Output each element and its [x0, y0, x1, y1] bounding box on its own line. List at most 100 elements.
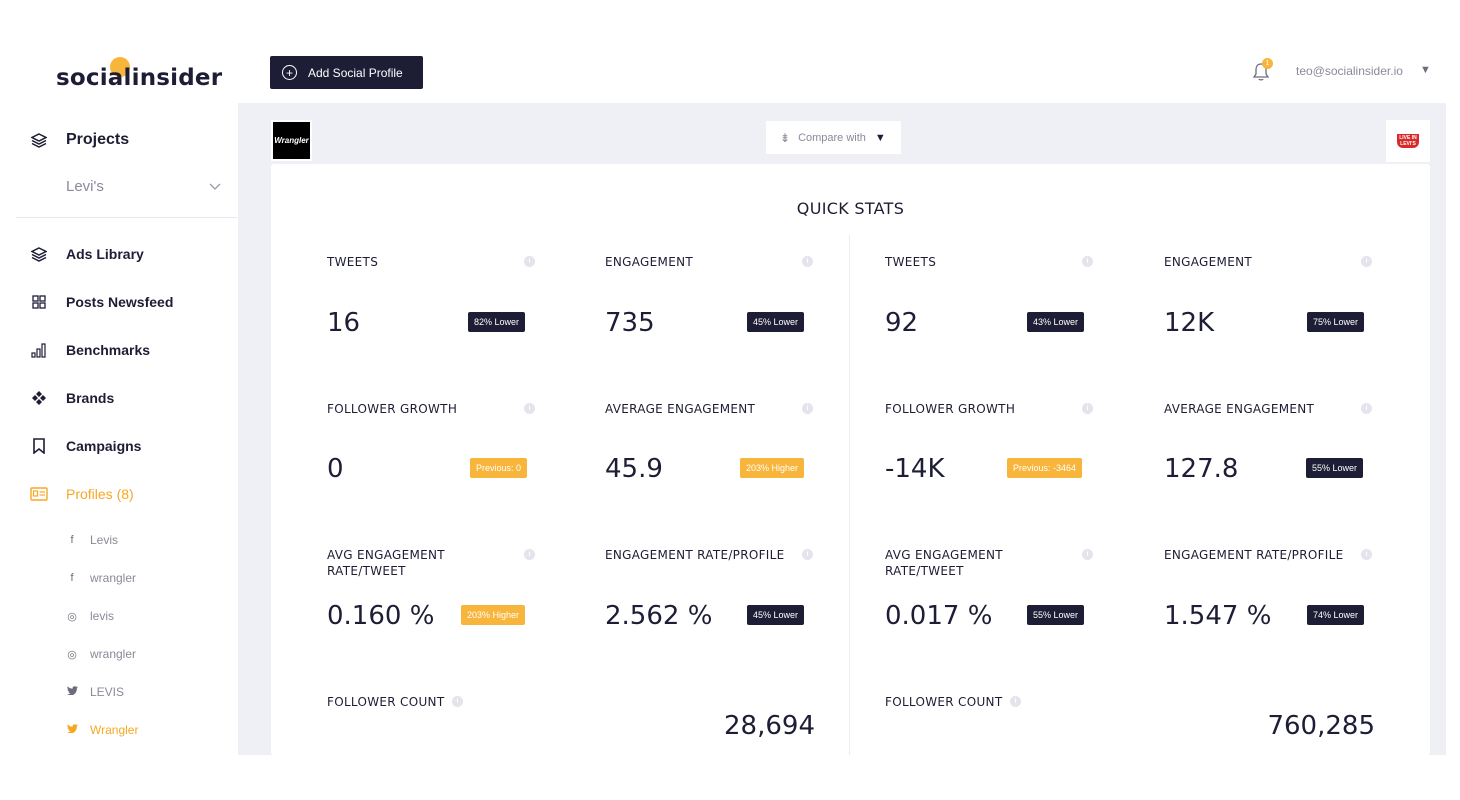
compare-with-dropdown[interactable]: ⇟ Compare with ▼ [766, 121, 901, 154]
layers-icon [30, 245, 48, 263]
stat-label-tweets: TWEETS [327, 255, 379, 269]
status-badge: 45% Lower [747, 605, 805, 625]
project-select-value: Levi's [66, 178, 104, 195]
status-badge: 74% Lower [1307, 605, 1365, 625]
caret-down-icon: ▼ [874, 131, 886, 144]
info-icon[interactable]: i [802, 403, 813, 414]
stat-label-average-engagement: AVERAGE ENGAGEMENT [605, 402, 756, 416]
info-icon[interactable]: i [1361, 549, 1372, 560]
info-icon[interactable]: i [524, 256, 535, 267]
stat-label-follower-count: FOLLOWER COUNT [327, 695, 445, 709]
sidebar-item-benchmarks[interactable]: Benchmarks [30, 341, 150, 359]
caret-down-icon[interactable]: ▼ [1420, 64, 1431, 76]
sidebar-item-profiles[interactable]: Profiles (8) [30, 485, 134, 503]
info-icon[interactable]: i [1361, 403, 1372, 414]
profile-card-icon [30, 485, 48, 503]
levis-logo-badge: LIVE IN LEVI'S [1397, 134, 1419, 148]
stat-value-avg-engagement-rate: 0.160 % [327, 601, 435, 631]
stat-value-average-engagement: 127.8 [1164, 454, 1239, 484]
stat-label-follower-growth: FOLLOWER GROWTH [885, 402, 1016, 416]
status-badge: 203% Higher [740, 458, 805, 478]
stat-value-engagement: 735 [605, 308, 655, 338]
sidebar-divider [16, 217, 237, 218]
sidebar-item-campaigns[interactable]: Campaigns [30, 437, 141, 455]
status-badge: 203% Higher [461, 605, 526, 625]
wrangler-profile-logo[interactable]: Wrangler [271, 120, 312, 161]
stat-label-follower-count: FOLLOWER COUNT [885, 695, 1003, 709]
profile-item-facebook-levis[interactable]: f Levis [66, 533, 118, 547]
info-icon[interactable]: i [1361, 256, 1372, 267]
sidebar-item-projects[interactable]: Projects [30, 131, 129, 149]
status-badge: 82% Lower [468, 312, 526, 332]
info-icon[interactable]: i [1010, 696, 1021, 707]
sidebar: socialinsider Projects Levi's Ads Librar… [0, 45, 237, 755]
stat-label-average-engagement: AVERAGE ENGAGEMENT [1164, 402, 1315, 416]
bookmark-icon [30, 437, 48, 455]
status-badge: Previous: -3464 [1007, 458, 1083, 478]
profile-item-instagram-wrangler[interactable]: ◎ wrangler [67, 647, 137, 661]
stat-label-engagement: ENGAGEMENT [1164, 255, 1252, 269]
stat-value-follower-count: 760,285 [1267, 711, 1375, 741]
add-social-profile-button[interactable]: + Add Social Profile [270, 56, 423, 89]
stat-value-follower-growth: -14K [885, 454, 945, 484]
bar-chart-icon [30, 341, 48, 359]
stat-value-avg-engagement-rate: 0.017 % [885, 601, 993, 631]
profile-item-facebook-wrangler[interactable]: f wrangler [66, 571, 136, 585]
chevron-down-icon [209, 178, 221, 195]
status-badge: 75% Lower [1307, 312, 1365, 332]
column-divider [849, 235, 850, 755]
socialinsider-logo[interactable]: socialinsider [56, 57, 222, 91]
info-icon[interactable]: i [524, 403, 535, 414]
profile-item-instagram-levis[interactable]: ◎ levis [67, 609, 115, 623]
facebook-icon: f [70, 534, 74, 546]
stat-label-avg-engagement-rate: AVG ENGAGEMENT RATE/TWEET [327, 548, 445, 578]
grid-icon [30, 293, 48, 311]
plus-circle-icon: + [282, 65, 297, 80]
stat-value-engagement-rate-profile: 2.562 % [605, 601, 713, 631]
stat-label-engagement-rate-profile: ENGAGEMENT RATE/PROFILE [605, 548, 785, 562]
stat-label-follower-growth: FOLLOWER GROWTH [327, 402, 458, 416]
stat-label-engagement-rate-profile: ENGAGEMENT RATE/PROFILE [1164, 548, 1344, 562]
info-icon[interactable]: i [802, 549, 813, 560]
info-icon[interactable]: i [802, 256, 813, 267]
profile-item-twitter-levis[interactable]: LEVIS [66, 685, 124, 699]
stat-label-tweets: TWEETS [885, 255, 937, 269]
stat-value-engagement: 12K [1164, 308, 1215, 338]
project-select[interactable]: Levi's [66, 178, 221, 195]
twitter-icon [66, 686, 78, 698]
stat-value-average-engagement: 45.9 [605, 454, 663, 484]
levis-profile-logo[interactable]: LIVE IN LEVI'S [1386, 120, 1430, 162]
notification-count-badge: 1 [1262, 58, 1273, 69]
stat-value-tweets: 16 [327, 308, 361, 338]
profile-item-twitter-wrangler[interactable]: Wrangler [66, 723, 138, 737]
quick-stats-title: QUICK STATS [796, 199, 905, 218]
user-email[interactable]: teo@socialinsider.io [1296, 64, 1403, 78]
brands-icon [30, 389, 48, 407]
status-badge: Previous: 0 [470, 458, 528, 478]
stat-label-avg-engagement-rate: AVG ENGAGEMENT RATE/TWEET [885, 548, 1003, 578]
instagram-icon: ◎ [67, 610, 77, 623]
info-icon[interactable]: i [1082, 256, 1093, 267]
status-badge: 55% Lower [1027, 605, 1085, 625]
info-icon[interactable]: i [1082, 403, 1093, 414]
sort-icon: ⇟ [780, 130, 791, 145]
stat-value-follower-count: 28,694 [724, 711, 815, 741]
facebook-icon: f [70, 572, 74, 584]
sidebar-item-posts-newsfeed[interactable]: Posts Newsfeed [30, 293, 173, 311]
stat-value-tweets: 92 [885, 308, 919, 338]
info-icon[interactable]: i [452, 696, 463, 707]
stat-value-follower-growth: 0 [327, 454, 344, 484]
status-badge: 45% Lower [747, 312, 805, 332]
info-icon[interactable]: i [1082, 549, 1093, 560]
sidebar-item-ads-library[interactable]: Ads Library [30, 245, 144, 263]
status-badge: 43% Lower [1027, 312, 1085, 332]
layers-icon [30, 131, 48, 149]
sidebar-item-brands[interactable]: Brands [30, 389, 114, 407]
stat-value-engagement-rate-profile: 1.547 % [1164, 601, 1272, 631]
twitter-icon [66, 724, 78, 736]
info-icon[interactable]: i [524, 549, 535, 560]
quick-stats-card: QUICK STATS TWEETS i 16 82% Lower ENGAGE… [271, 164, 1430, 755]
logo-dot-icon [110, 57, 130, 77]
stat-label-engagement: ENGAGEMENT [605, 255, 693, 269]
status-badge: 55% Lower [1306, 458, 1364, 478]
